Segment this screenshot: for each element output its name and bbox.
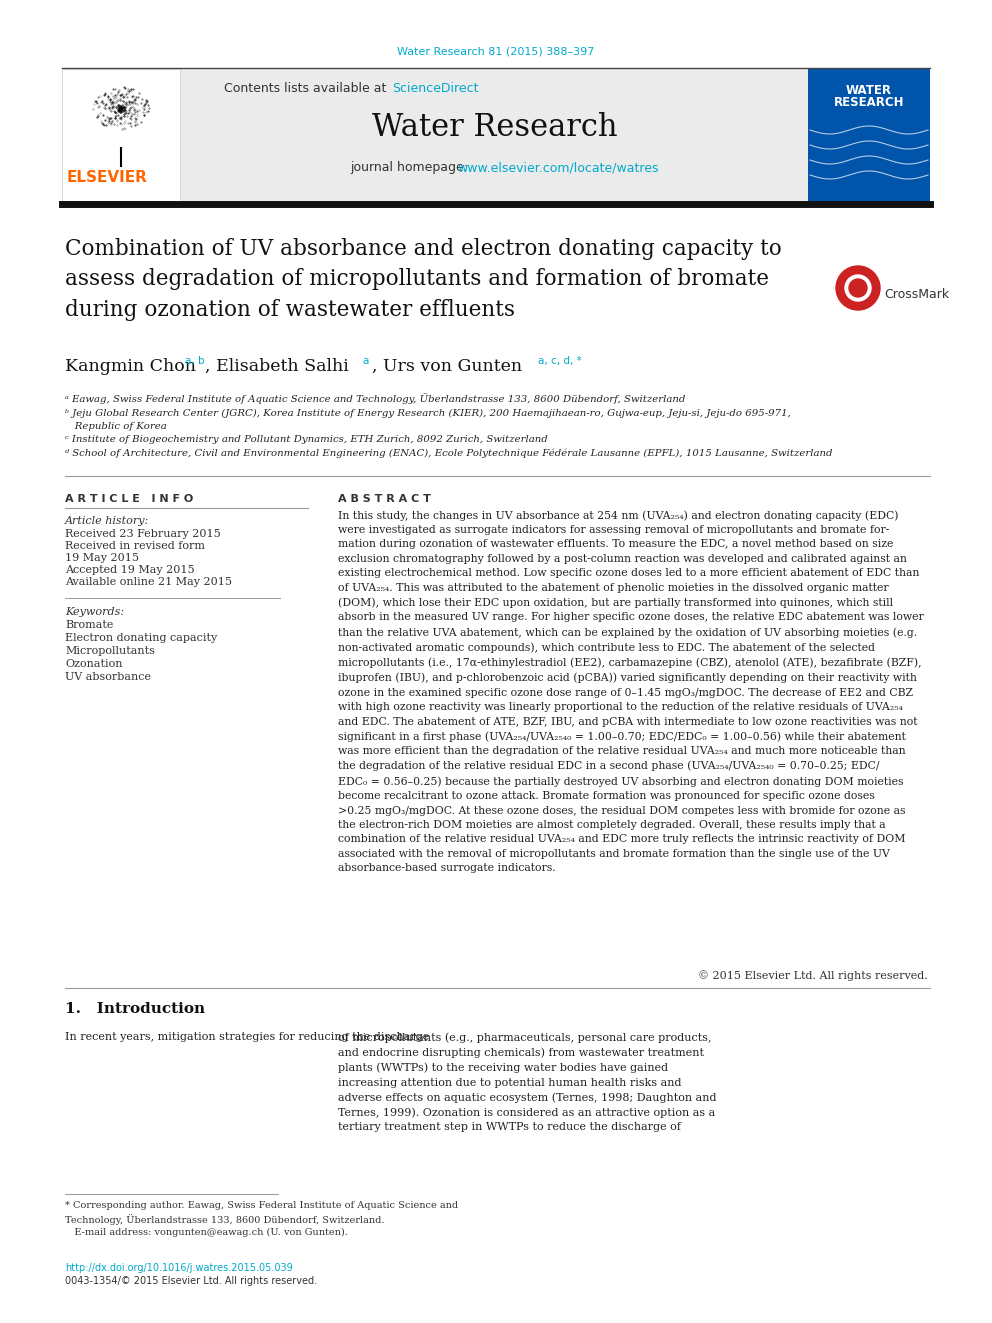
Text: Available online 21 May 2015: Available online 21 May 2015 [65, 577, 232, 587]
Text: , Urs von Gunten: , Urs von Gunten [372, 359, 522, 374]
Text: Bromate: Bromate [65, 620, 113, 630]
FancyBboxPatch shape [808, 69, 930, 202]
Circle shape [849, 279, 867, 296]
Text: Ozonation: Ozonation [65, 659, 122, 669]
Text: ᵇ Jeju Global Research Center (JGRC), Korea Institute of Energy Research (KIER),: ᵇ Jeju Global Research Center (JGRC), Ko… [65, 409, 791, 418]
Circle shape [845, 275, 871, 302]
Text: A B S T R A C T: A B S T R A C T [338, 493, 431, 504]
Text: * Corresponding author. Eawag, Swiss Federal Institute of Aquatic Science and
Te: * Corresponding author. Eawag, Swiss Fed… [65, 1201, 458, 1237]
Text: UV absorbance: UV absorbance [65, 672, 151, 681]
Text: Article history:: Article history: [65, 516, 149, 527]
Text: www.elsevier.com/locate/watres: www.elsevier.com/locate/watres [457, 161, 659, 175]
Text: In recent years, mitigation strategies for reducing the discharge: In recent years, mitigation strategies f… [65, 1032, 430, 1043]
Text: a: a [362, 356, 368, 366]
Text: a, b: a, b [185, 356, 204, 366]
Text: RESEARCH: RESEARCH [833, 97, 905, 110]
Text: Received in revised form: Received in revised form [65, 541, 205, 550]
Circle shape [836, 266, 880, 310]
Text: Accepted 19 May 2015: Accepted 19 May 2015 [65, 565, 194, 576]
Text: a, c, d, *: a, c, d, * [538, 356, 581, 366]
Text: of micropollutants (e.g., pharmaceuticals, personal care products,
and endocrine: of micropollutants (e.g., pharmaceutical… [338, 1032, 716, 1132]
Text: Kangmin Chon: Kangmin Chon [65, 359, 196, 374]
Text: Electron donating capacity: Electron donating capacity [65, 632, 217, 643]
Text: Received 23 February 2015: Received 23 February 2015 [65, 529, 221, 538]
Text: Combination of UV absorbance and electron donating capacity to
assess degradatio: Combination of UV absorbance and electro… [65, 238, 782, 321]
FancyBboxPatch shape [62, 69, 930, 202]
Text: © 2015 Elsevier Ltd. All rights reserved.: © 2015 Elsevier Ltd. All rights reserved… [698, 970, 928, 980]
Text: ELSEVIER: ELSEVIER [66, 171, 148, 185]
Text: WATER: WATER [846, 83, 892, 97]
Text: 1.   Introduction: 1. Introduction [65, 1002, 205, 1016]
Text: Republic of Korea: Republic of Korea [65, 422, 167, 431]
FancyBboxPatch shape [62, 69, 180, 202]
Text: Micropollutants: Micropollutants [65, 646, 155, 656]
Text: , Elisabeth Salhi: , Elisabeth Salhi [205, 359, 349, 374]
Text: A R T I C L E   I N F O: A R T I C L E I N F O [65, 493, 193, 504]
Text: Contents lists available at: Contents lists available at [223, 82, 390, 94]
Text: http://dx.doi.org/10.1016/j.watres.2015.05.039: http://dx.doi.org/10.1016/j.watres.2015.… [65, 1263, 293, 1273]
Text: CrossMark: CrossMark [884, 287, 949, 300]
Text: Water Research 81 (2015) 388–397: Water Research 81 (2015) 388–397 [398, 48, 594, 57]
Text: ᵈ School of Architecture, Civil and Environmental Engineering (ENAC), Ecole Poly: ᵈ School of Architecture, Civil and Envi… [65, 448, 832, 459]
Text: Keywords:: Keywords: [65, 607, 124, 617]
Text: ᵃ Eawag, Swiss Federal Institute of Aquatic Science and Technology, Überlandstra: ᵃ Eawag, Swiss Federal Institute of Aqua… [65, 393, 685, 404]
Text: In this study, the changes in UV absorbance at 254 nm (UVA₂₅₄) and electron dona: In this study, the changes in UV absorba… [338, 509, 924, 873]
Text: journal homepage:: journal homepage: [350, 161, 472, 175]
Text: 0043-1354/© 2015 Elsevier Ltd. All rights reserved.: 0043-1354/© 2015 Elsevier Ltd. All right… [65, 1275, 317, 1286]
Text: Water Research: Water Research [372, 111, 618, 143]
Text: ScienceDirect: ScienceDirect [392, 82, 478, 94]
Text: ᶜ Institute of Biogeochemistry and Pollutant Dynamics, ETH Zurich, 8092 Zurich, : ᶜ Institute of Biogeochemistry and Pollu… [65, 435, 548, 445]
Text: 19 May 2015: 19 May 2015 [65, 553, 139, 564]
